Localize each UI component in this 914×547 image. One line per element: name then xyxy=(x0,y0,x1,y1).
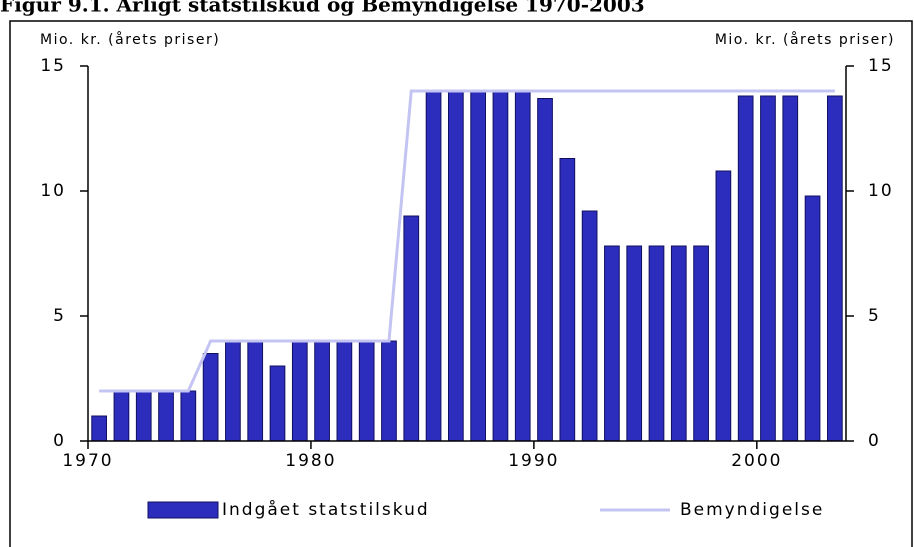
bar xyxy=(381,340,397,442)
y-tick-label: 15 xyxy=(40,56,66,76)
bar xyxy=(225,340,241,442)
bar xyxy=(581,210,598,442)
bar xyxy=(358,340,375,442)
bar xyxy=(626,245,643,442)
y2-tick-label: 5 xyxy=(868,306,881,326)
bar xyxy=(804,195,821,442)
y2-axis-label: Mio. kr. (årets priser) xyxy=(715,31,895,48)
y-tick-label: 10 xyxy=(40,181,66,201)
bar xyxy=(492,90,509,442)
bar xyxy=(291,340,308,442)
y-tick-label: 5 xyxy=(53,306,66,326)
bar xyxy=(737,95,754,442)
bar xyxy=(715,170,732,442)
bar xyxy=(559,158,576,442)
y-axis-label: Mio. kr. (årets priser) xyxy=(40,31,220,48)
x-tick-label: 1980 xyxy=(285,451,336,471)
bar xyxy=(470,90,487,442)
bar xyxy=(760,95,776,442)
y2-tick-label: 10 xyxy=(868,181,894,201)
bar xyxy=(180,390,197,442)
bar xyxy=(336,340,353,442)
legend-swatch xyxy=(147,501,219,519)
line xyxy=(99,89,835,393)
y2-tick-label: 0 xyxy=(868,431,881,451)
bar xyxy=(447,90,464,442)
chart-title: Figur 9.1. Årligt statstilskud og Bemynd… xyxy=(0,0,645,17)
bar xyxy=(247,340,264,442)
y2-tick-label: 15 xyxy=(868,56,894,76)
bar xyxy=(91,415,108,442)
bar xyxy=(826,95,843,442)
bar xyxy=(648,245,665,442)
bar xyxy=(202,353,219,442)
bar xyxy=(670,245,687,442)
bar xyxy=(403,215,420,442)
x-tick-label: 1990 xyxy=(508,451,559,471)
chart-frame xyxy=(9,20,913,547)
x-tick-label: 2000 xyxy=(731,451,782,471)
bar xyxy=(269,365,286,442)
legend-label: Indgået statstilskud xyxy=(222,499,430,520)
bar xyxy=(314,340,330,442)
y-tick-label: 0 xyxy=(53,431,66,451)
bar xyxy=(425,90,442,442)
bar xyxy=(782,95,799,442)
bar xyxy=(113,390,130,442)
bar xyxy=(693,245,709,442)
bar xyxy=(135,390,152,442)
x-tick-label: 1970 xyxy=(62,451,113,471)
bar xyxy=(514,90,531,442)
bar xyxy=(604,245,620,442)
bar xyxy=(158,390,174,442)
bar xyxy=(537,98,553,442)
legend-label: Bemyndigelse xyxy=(680,500,824,520)
